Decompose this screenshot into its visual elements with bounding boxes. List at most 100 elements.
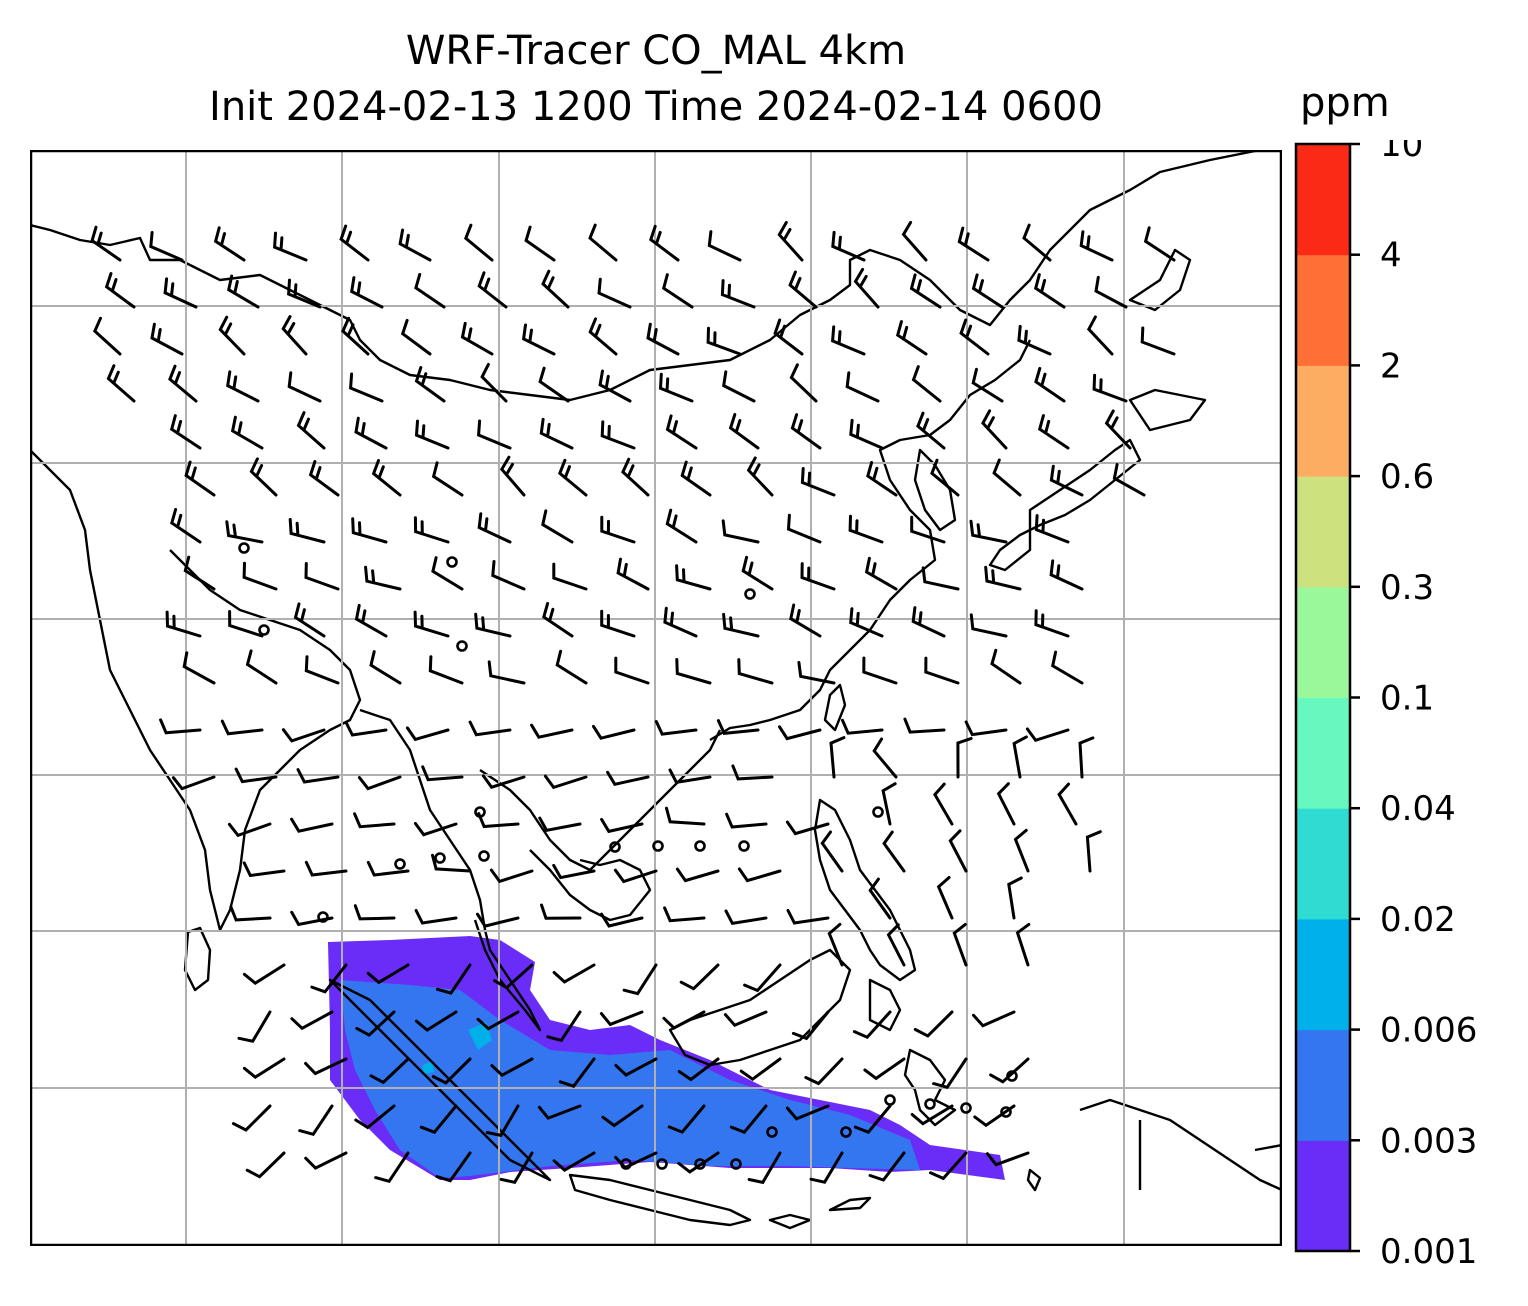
wind-barb <box>895 320 928 356</box>
wind-barb <box>916 411 946 450</box>
wind-barb <box>159 718 202 735</box>
wind-barb <box>435 1151 472 1183</box>
wind-barb <box>956 737 973 779</box>
wind-barb <box>990 648 1022 685</box>
colorbar-tick-label: 2 <box>1380 346 1402 386</box>
wind-barb <box>242 561 278 591</box>
wind-barb <box>971 273 1004 309</box>
wind-barb <box>431 1057 472 1085</box>
wind-barb <box>374 1151 410 1184</box>
wind-barb <box>849 607 884 638</box>
wind-barb <box>351 517 388 544</box>
wind-barb <box>720 279 756 309</box>
wind-barb <box>227 274 260 309</box>
wind-barb <box>168 364 198 403</box>
wind-barb <box>460 321 494 356</box>
wind-barb <box>419 1104 458 1134</box>
wind-barb <box>665 414 698 450</box>
wind-barb <box>789 363 818 403</box>
wind-barb <box>476 1010 520 1031</box>
wind-barb <box>1034 609 1070 638</box>
wind-barb <box>1051 650 1084 685</box>
wind-barb <box>729 1104 768 1134</box>
colorbar-tick-label: 0.006 <box>1380 1011 1477 1051</box>
calm-wind-marker <box>1000 1106 1012 1118</box>
wind-barb <box>539 417 574 450</box>
wind-barb <box>597 277 632 309</box>
wind-barb <box>366 963 410 985</box>
map-subtitle: Init 2024-02-13 1200 Time 2024-02-14 060… <box>209 84 1103 130</box>
calm-wind-marker <box>394 858 406 870</box>
wind-barb <box>786 513 822 544</box>
wind-barb <box>414 273 446 309</box>
colorbar-ticks: 0.001 0.003 0.006 0.02 0.04 0.1 0.3 0.6 2 4 10 <box>1350 140 1477 1270</box>
wind-barb <box>184 460 216 497</box>
calm-wind-marker <box>744 588 756 600</box>
coast-sri-lanka <box>183 926 212 992</box>
wind-barb <box>421 765 464 782</box>
wind-barb <box>104 272 136 309</box>
wind-barb <box>1012 735 1028 779</box>
wind-barb <box>414 909 458 925</box>
calm-wind-marker <box>238 542 250 554</box>
calm-wind-marker <box>258 624 270 636</box>
wind-barb <box>948 829 968 873</box>
wind-barb <box>428 655 464 685</box>
wind-barb <box>646 322 680 356</box>
wind-barb <box>959 318 990 356</box>
map-panel <box>30 150 1282 1246</box>
wind-barb <box>339 224 370 262</box>
wind-barb <box>225 520 264 544</box>
wind-barb <box>665 806 706 826</box>
wind-barb <box>881 782 897 826</box>
calm-wind-marker <box>738 840 750 852</box>
wind-barb <box>743 963 782 993</box>
wind-barb <box>600 420 636 450</box>
wind-barb <box>1049 464 1084 497</box>
colorbar-tick-label: 0.003 <box>1380 1121 1477 1161</box>
map-border <box>30 150 1282 1246</box>
wind-barb <box>741 555 774 591</box>
wind-barb <box>477 812 520 829</box>
colorbar-bin <box>1296 254 1350 366</box>
wind-barb <box>661 273 694 309</box>
wind-barb <box>281 728 326 743</box>
wind-barb <box>910 515 946 544</box>
wind-barb <box>237 1010 272 1043</box>
wind-barb <box>882 830 906 873</box>
wind-barb <box>477 271 508 309</box>
wind-barb <box>487 660 526 685</box>
wind-barb <box>981 409 1008 450</box>
wind-barb <box>357 775 402 791</box>
wind-barb <box>493 963 534 990</box>
wind-barb <box>739 1057 782 1082</box>
wind-barb <box>773 318 804 356</box>
wind-barb <box>911 606 946 638</box>
wind-barb <box>649 224 680 262</box>
wind-barb <box>886 923 906 967</box>
wind-barb <box>797 661 836 685</box>
calm-wind-marker <box>456 640 468 652</box>
wind-barb <box>868 877 892 920</box>
wind-barb <box>353 904 396 921</box>
wind-barb <box>541 509 574 544</box>
wind-barb <box>785 1104 830 1121</box>
wind-barb <box>552 562 588 591</box>
wind-barb <box>910 1104 954 1126</box>
wind-barb <box>369 650 402 685</box>
wind-barb <box>872 737 898 779</box>
wind-barb <box>675 867 720 883</box>
wind-barb <box>707 230 742 262</box>
colorbar-bin <box>1296 586 1350 698</box>
wind-barb <box>829 736 846 779</box>
wind-barb <box>413 610 450 638</box>
wind-barb <box>149 231 184 262</box>
wind-barb <box>169 414 202 450</box>
coast-korea <box>913 448 957 532</box>
coast-malay-borneo <box>668 948 852 1067</box>
coast-taiwan <box>823 683 847 732</box>
wind-barb <box>820 830 844 873</box>
wind-barb <box>600 817 644 834</box>
coast-asia-north <box>30 150 1261 402</box>
wind-barb <box>431 853 472 873</box>
